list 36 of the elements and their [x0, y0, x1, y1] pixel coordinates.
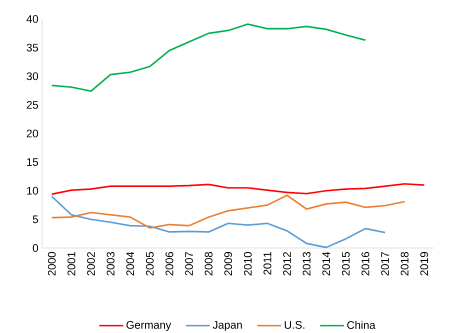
x-tick-label: 2015 [342, 252, 350, 276]
x-tick-label: 2002 [87, 252, 95, 276]
x-tick-label: 2001 [68, 252, 76, 276]
y-tick-label: 40 [26, 15, 38, 23]
x-tick-label: 2007 [185, 252, 193, 276]
y-tick-label: 5 [32, 216, 38, 224]
y-tick-label: 25 [26, 100, 38, 109]
line-series [51, 23, 366, 92]
y-tick-label: 20 [26, 130, 38, 138]
x-tick-label: 2005 [146, 252, 154, 276]
x-tick-label: 2012 [283, 252, 291, 276]
x-tick-label: 2009 [224, 252, 232, 276]
line-series [51, 194, 406, 229]
x-tick-label: 2019 [420, 252, 428, 276]
y-tick-label: 30 [26, 72, 38, 80]
x-tick-label: 2014 [322, 252, 330, 276]
legend-label: U.S. [284, 321, 304, 329]
line-series [51, 196, 386, 248]
x-tick-label: 2008 [204, 252, 212, 276]
x-tick-label: 2003 [106, 252, 114, 276]
y-tick-label: 10 [27, 186, 38, 195]
legend-label: China [347, 320, 376, 329]
y-tick-label: 15 [27, 158, 38, 166]
x-tick-label: 2000 [48, 252, 56, 276]
x-tick-label: 2006 [166, 252, 174, 276]
x-tick-label: 2004 [126, 252, 134, 276]
legend-label: Germany [126, 321, 172, 331]
legend-label: Japan [212, 321, 242, 331]
x-tick-label: 2017 [381, 252, 389, 276]
x-tick-label: 2016 [362, 252, 370, 276]
x-tick-label: 2011 [264, 252, 272, 275]
y-tick-label: 35 [26, 44, 38, 52]
x-tick-label: 2018 [400, 252, 408, 276]
y-tick-label: 0 [32, 244, 38, 252]
x-tick-label: 2010 [244, 252, 252, 276]
x-tick-label: 2013 [302, 252, 310, 276]
